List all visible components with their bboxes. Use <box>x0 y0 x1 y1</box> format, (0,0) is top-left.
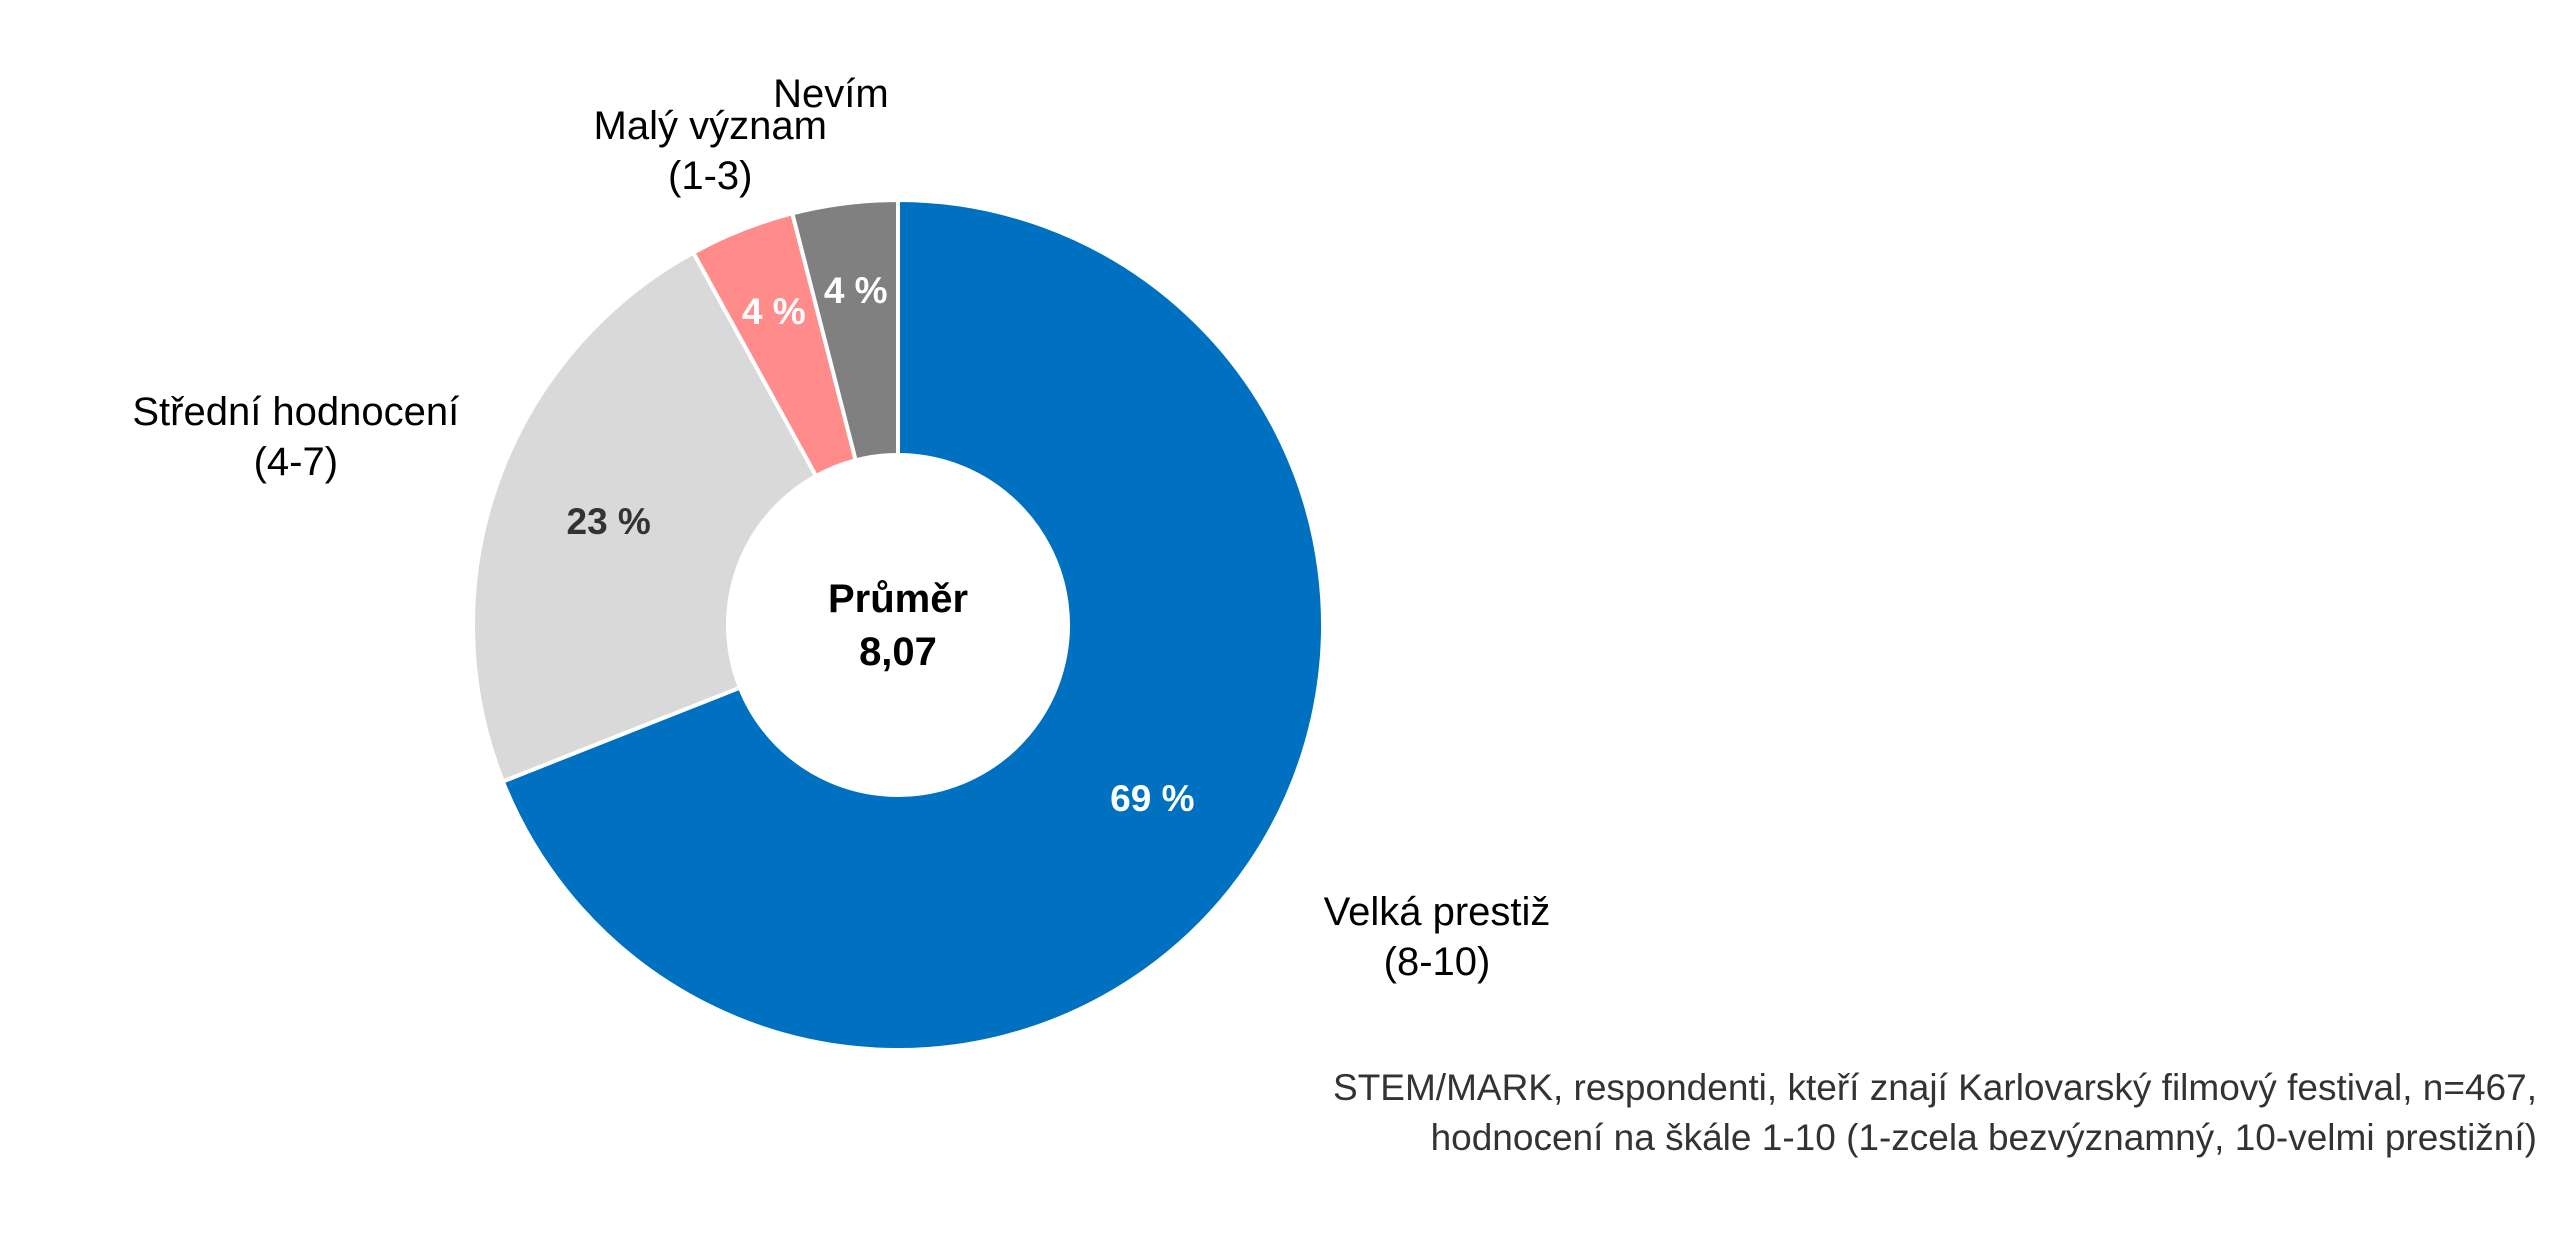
slice-stredni-hodnoceni <box>471 249 819 785</box>
category-label-stredni-hodnoceni: Střední hodnocení <box>132 390 459 434</box>
footnote-line-2: hodnocení na škále 1-10 (1-zcela bezvýzn… <box>1430 1117 2537 1158</box>
footnote: STEM/MARK, respondenti, kteří znají Karl… <box>1333 1063 2537 1163</box>
slice-nevim <box>789 197 900 463</box>
slice-value-labels: 69 % 23 % 4 % 4 % <box>567 270 1195 819</box>
category-range-velka-prestiz: (8-10) <box>1384 940 1491 984</box>
category-label-maly-vyznam: Malý význam <box>594 104 827 148</box>
value-label-velka-prestiz: 69 % <box>1110 778 1194 819</box>
value-label-stredni-hodnoceni: 23 % <box>567 501 651 542</box>
slice-velka-prestiz <box>500 197 1325 1052</box>
category-range-stredni-hodnoceni: (4-7) <box>254 440 338 484</box>
center-value: 8,07 <box>859 630 937 674</box>
value-label-maly-vyznam: 4 % <box>742 291 806 332</box>
category-label-velka-prestiz: Velká prestiž <box>1324 890 1551 934</box>
slice-category-labels: Velká prestiž (8-10) Střední hodnocení (4-7… <box>132 72 1550 984</box>
value-label-nevim: 4 % <box>824 270 888 311</box>
category-label-nevim: Nevím <box>773 72 889 116</box>
category-range-maly-vyznam: (1-3) <box>668 154 752 198</box>
center-label: Průměr 8,07 <box>828 577 968 674</box>
donut-slices <box>471 197 1325 1052</box>
footnote-line-1: STEM/MARK, respondenti, kteří znají Karl… <box>1333 1067 2537 1108</box>
center-title: Průměr <box>828 577 968 621</box>
